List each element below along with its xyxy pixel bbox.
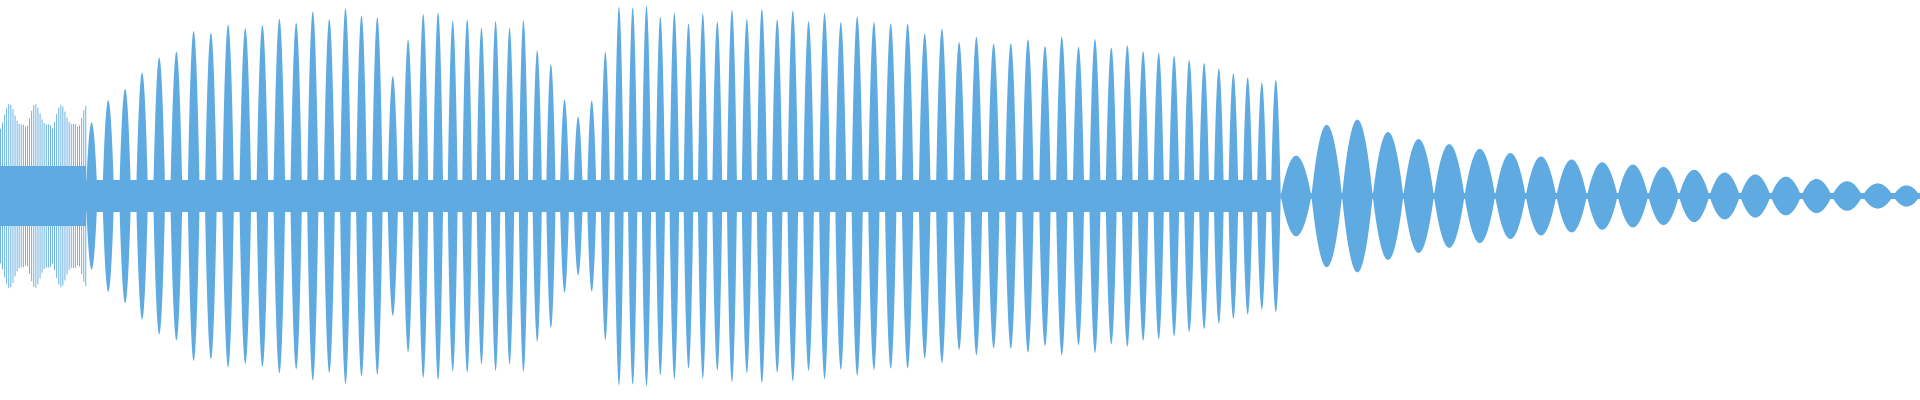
waveform [0, 5, 1920, 387]
